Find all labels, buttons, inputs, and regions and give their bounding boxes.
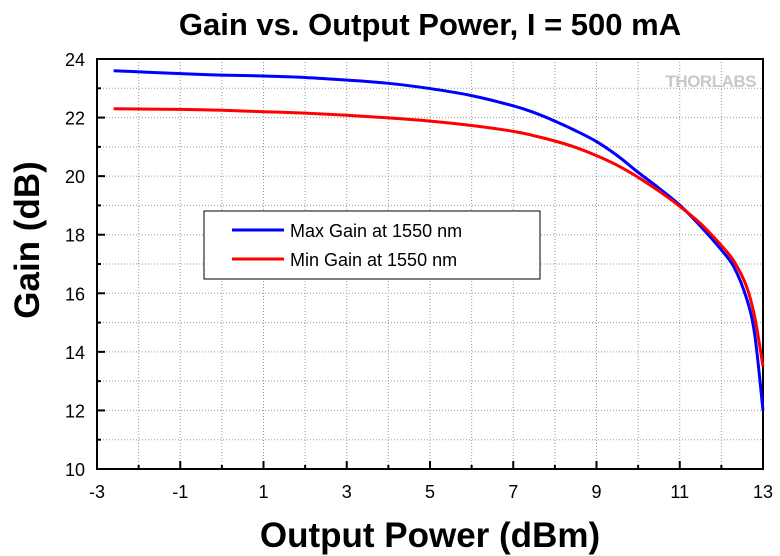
legend-label-min-gain: Min Gain at 1550 nm <box>290 250 457 270</box>
legend-label-max-gain: Max Gain at 1550 nm <box>290 221 462 241</box>
legend: Max Gain at 1550 nm Min Gain at 1550 nm <box>203 210 541 280</box>
axis-ticks <box>96 58 764 470</box>
x-tick-label: 13 <box>753 482 773 502</box>
x-tick-label: -1 <box>172 482 188 502</box>
x-tick-label: 5 <box>425 482 435 502</box>
series-lines <box>113 69 765 411</box>
y-tick-label: 16 <box>65 284 85 304</box>
x-tick-label: 11 <box>670 482 689 502</box>
x-tick-label: 7 <box>508 482 518 502</box>
x-tick-label: 1 <box>258 482 268 502</box>
y-tick-label: 22 <box>65 109 85 129</box>
y-tick-label: 10 <box>65 460 85 480</box>
y-tick-label: 24 <box>65 50 85 70</box>
series-line-min-gain <box>113 107 765 367</box>
y-axis-label: Gain (dB) <box>8 161 47 318</box>
series-line-max-gain <box>113 69 765 411</box>
thorlabs-watermark: THORLABS <box>666 72 757 91</box>
y-tick-label: 14 <box>65 343 85 363</box>
x-tick-label: 9 <box>591 482 601 502</box>
y-tick-label: 18 <box>65 226 85 246</box>
y-tick-label: 20 <box>65 167 85 187</box>
x-axis-label: Output Power (dBm) <box>260 516 600 555</box>
chart-title: Gain vs. Output Power, I = 500 mA <box>179 7 681 42</box>
y-tick-label: 12 <box>65 401 85 421</box>
x-tick-label: 3 <box>342 482 352 502</box>
x-tick-label: -3 <box>89 482 105 502</box>
legend-box <box>203 210 541 280</box>
